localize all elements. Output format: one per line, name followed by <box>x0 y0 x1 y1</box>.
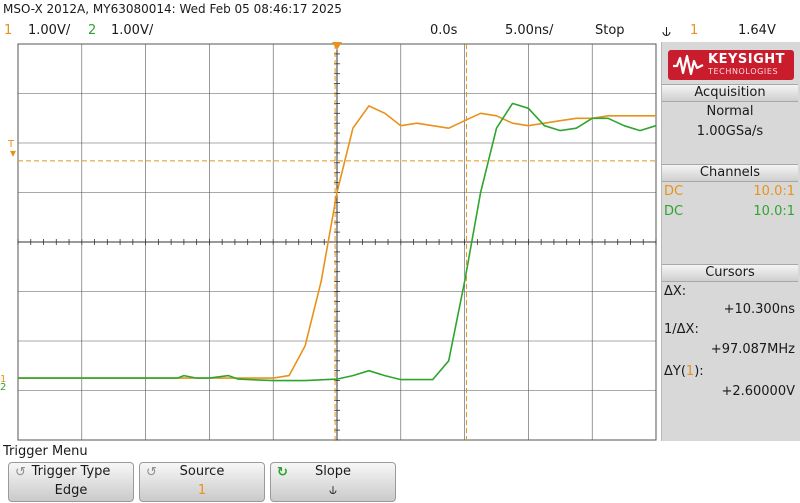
cursor-inv-dx-value: +97.087MHz <box>710 342 795 357</box>
softkey-slope[interactable]: ↻ Slope ⫝ <box>270 462 396 502</box>
acquisition-rate: 1.00GSa/s <box>696 124 764 139</box>
trigger-level-marker: T <box>7 139 15 150</box>
time-delay[interactable]: 0.0s <box>430 23 458 38</box>
ch1-coupling: DC <box>664 184 684 199</box>
brand-subtitle: TECHNOLOGIES <box>708 67 779 76</box>
trigger-position-marker <box>332 42 342 50</box>
cursor-inv-dx-label: 1/ΔX: <box>664 322 699 337</box>
softkey-slope-label: Slope <box>314 464 352 479</box>
cursors-header[interactable]: Cursors <box>662 264 798 282</box>
cursor-dy-label: ΔY(1): <box>664 364 704 379</box>
rotate-knob-icon: ↻ <box>277 465 288 480</box>
softkey-source-label: Source <box>179 464 225 479</box>
channels-header[interactable]: Channels <box>662 164 798 182</box>
cursor-dy-channel: 1 <box>685 364 695 379</box>
ch2-probe-ratio: 10.0:1 <box>753 204 795 219</box>
rotate-knob-icon: ↺ <box>15 465 26 480</box>
keysight-logo: KEYSIGHT TECHNOLOGIES <box>668 50 794 80</box>
softkey-source-value: 1 <box>197 483 207 498</box>
scope-model-and-datetime: MSO-X 2012A, MY63080014: Wed Feb 05 08:4… <box>3 2 342 16</box>
acquisition-header[interactable]: Acquisition <box>662 84 798 102</box>
waveform-display[interactable]: T 12 <box>0 42 658 442</box>
right-info-panel <box>661 42 800 441</box>
ch1-ground-marker: 1 <box>0 374 6 385</box>
cursor-dx-label: ΔX: <box>664 284 687 299</box>
softkey-slope-value: ⫝ <box>329 483 337 498</box>
keysight-wave-icon <box>673 54 704 76</box>
trace-ch2 <box>18 102 657 382</box>
menu-title: Trigger Menu <box>3 444 88 459</box>
ch2-coupling: DC <box>664 204 684 219</box>
cursor-dx-value: +10.300ns <box>723 302 795 317</box>
trace-ch1 <box>18 105 656 379</box>
run-state[interactable]: Stop <box>595 23 625 38</box>
brand-name: KEYSIGHT <box>708 52 785 67</box>
trigger-source[interactable]: 1 <box>690 23 699 38</box>
softkey-trigger-type-value: Edge <box>54 483 88 498</box>
softkey-trigger-type-label: Trigger Type <box>31 464 111 479</box>
rotate-knob-icon: ↺ <box>146 465 157 480</box>
ch1-scale[interactable]: 1.00V/ <box>28 23 71 38</box>
ch1-number[interactable]: 1 <box>4 23 13 38</box>
acquisition-mode: Normal <box>706 104 754 119</box>
status-bar: 1 1.00V/ 2 1.00V/ 0.0s 5.00ns/ Stop ⫝ 1 … <box>0 21 776 41</box>
trigger-level[interactable]: 1.64V <box>738 23 776 38</box>
softkey-trigger-type[interactable]: ↺ Trigger Type Edge <box>8 462 134 502</box>
falling-edge-icon: ⫝ <box>662 22 671 40</box>
ch2-scale[interactable]: 1.00V/ <box>111 23 154 38</box>
ch1-probe-ratio: 10.0:1 <box>753 184 795 199</box>
cursor-dy-value: +2.60000V <box>721 384 795 399</box>
time-scale[interactable]: 5.00ns/ <box>505 23 554 38</box>
ch2-ground-marker: 2 <box>0 382 6 393</box>
ch2-number[interactable]: 2 <box>88 23 97 38</box>
softkey-source[interactable]: ↺ Source 1 <box>139 462 265 502</box>
trigger-level-arrow <box>10 150 16 157</box>
